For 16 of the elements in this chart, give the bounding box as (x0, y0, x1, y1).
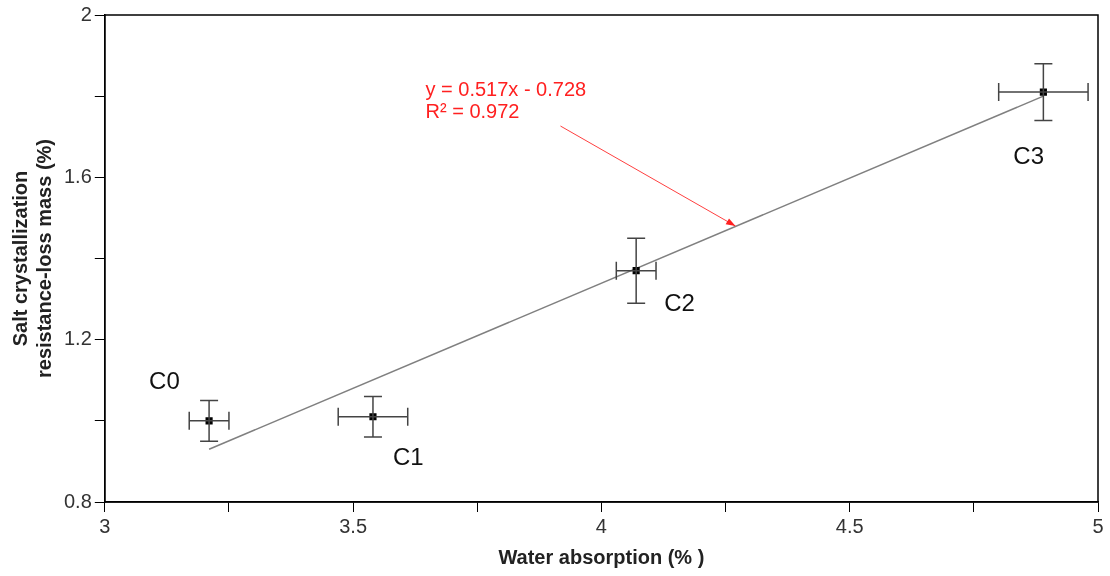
x-tick-label: 4.5 (835, 514, 864, 537)
annotation: y = 0.517x - 0.728 R² = 0.972 (425, 78, 587, 123)
x-tick-label: 3.5 (339, 514, 368, 537)
annotation: C2 (664, 288, 695, 316)
y-tick-label: 1.6 (63, 164, 92, 187)
y-tick-label: 2 (80, 2, 92, 25)
annotation: C0 (149, 366, 180, 394)
annotation: C1 (392, 442, 424, 470)
annotation: C3 (1013, 142, 1045, 170)
y-tick-label: 0.8 (63, 489, 92, 512)
y-axis-title: Salt crystallization resistance-loss mass (%) (8, 138, 55, 379)
x-axis-title: Water absorption (% ) (498, 545, 705, 568)
y-tick-label: 1.2 (63, 327, 92, 350)
x-tick-label: 3 (99, 514, 111, 537)
x-tick-label: 5 (1092, 514, 1104, 537)
x-tick-label: 4 (595, 514, 607, 537)
